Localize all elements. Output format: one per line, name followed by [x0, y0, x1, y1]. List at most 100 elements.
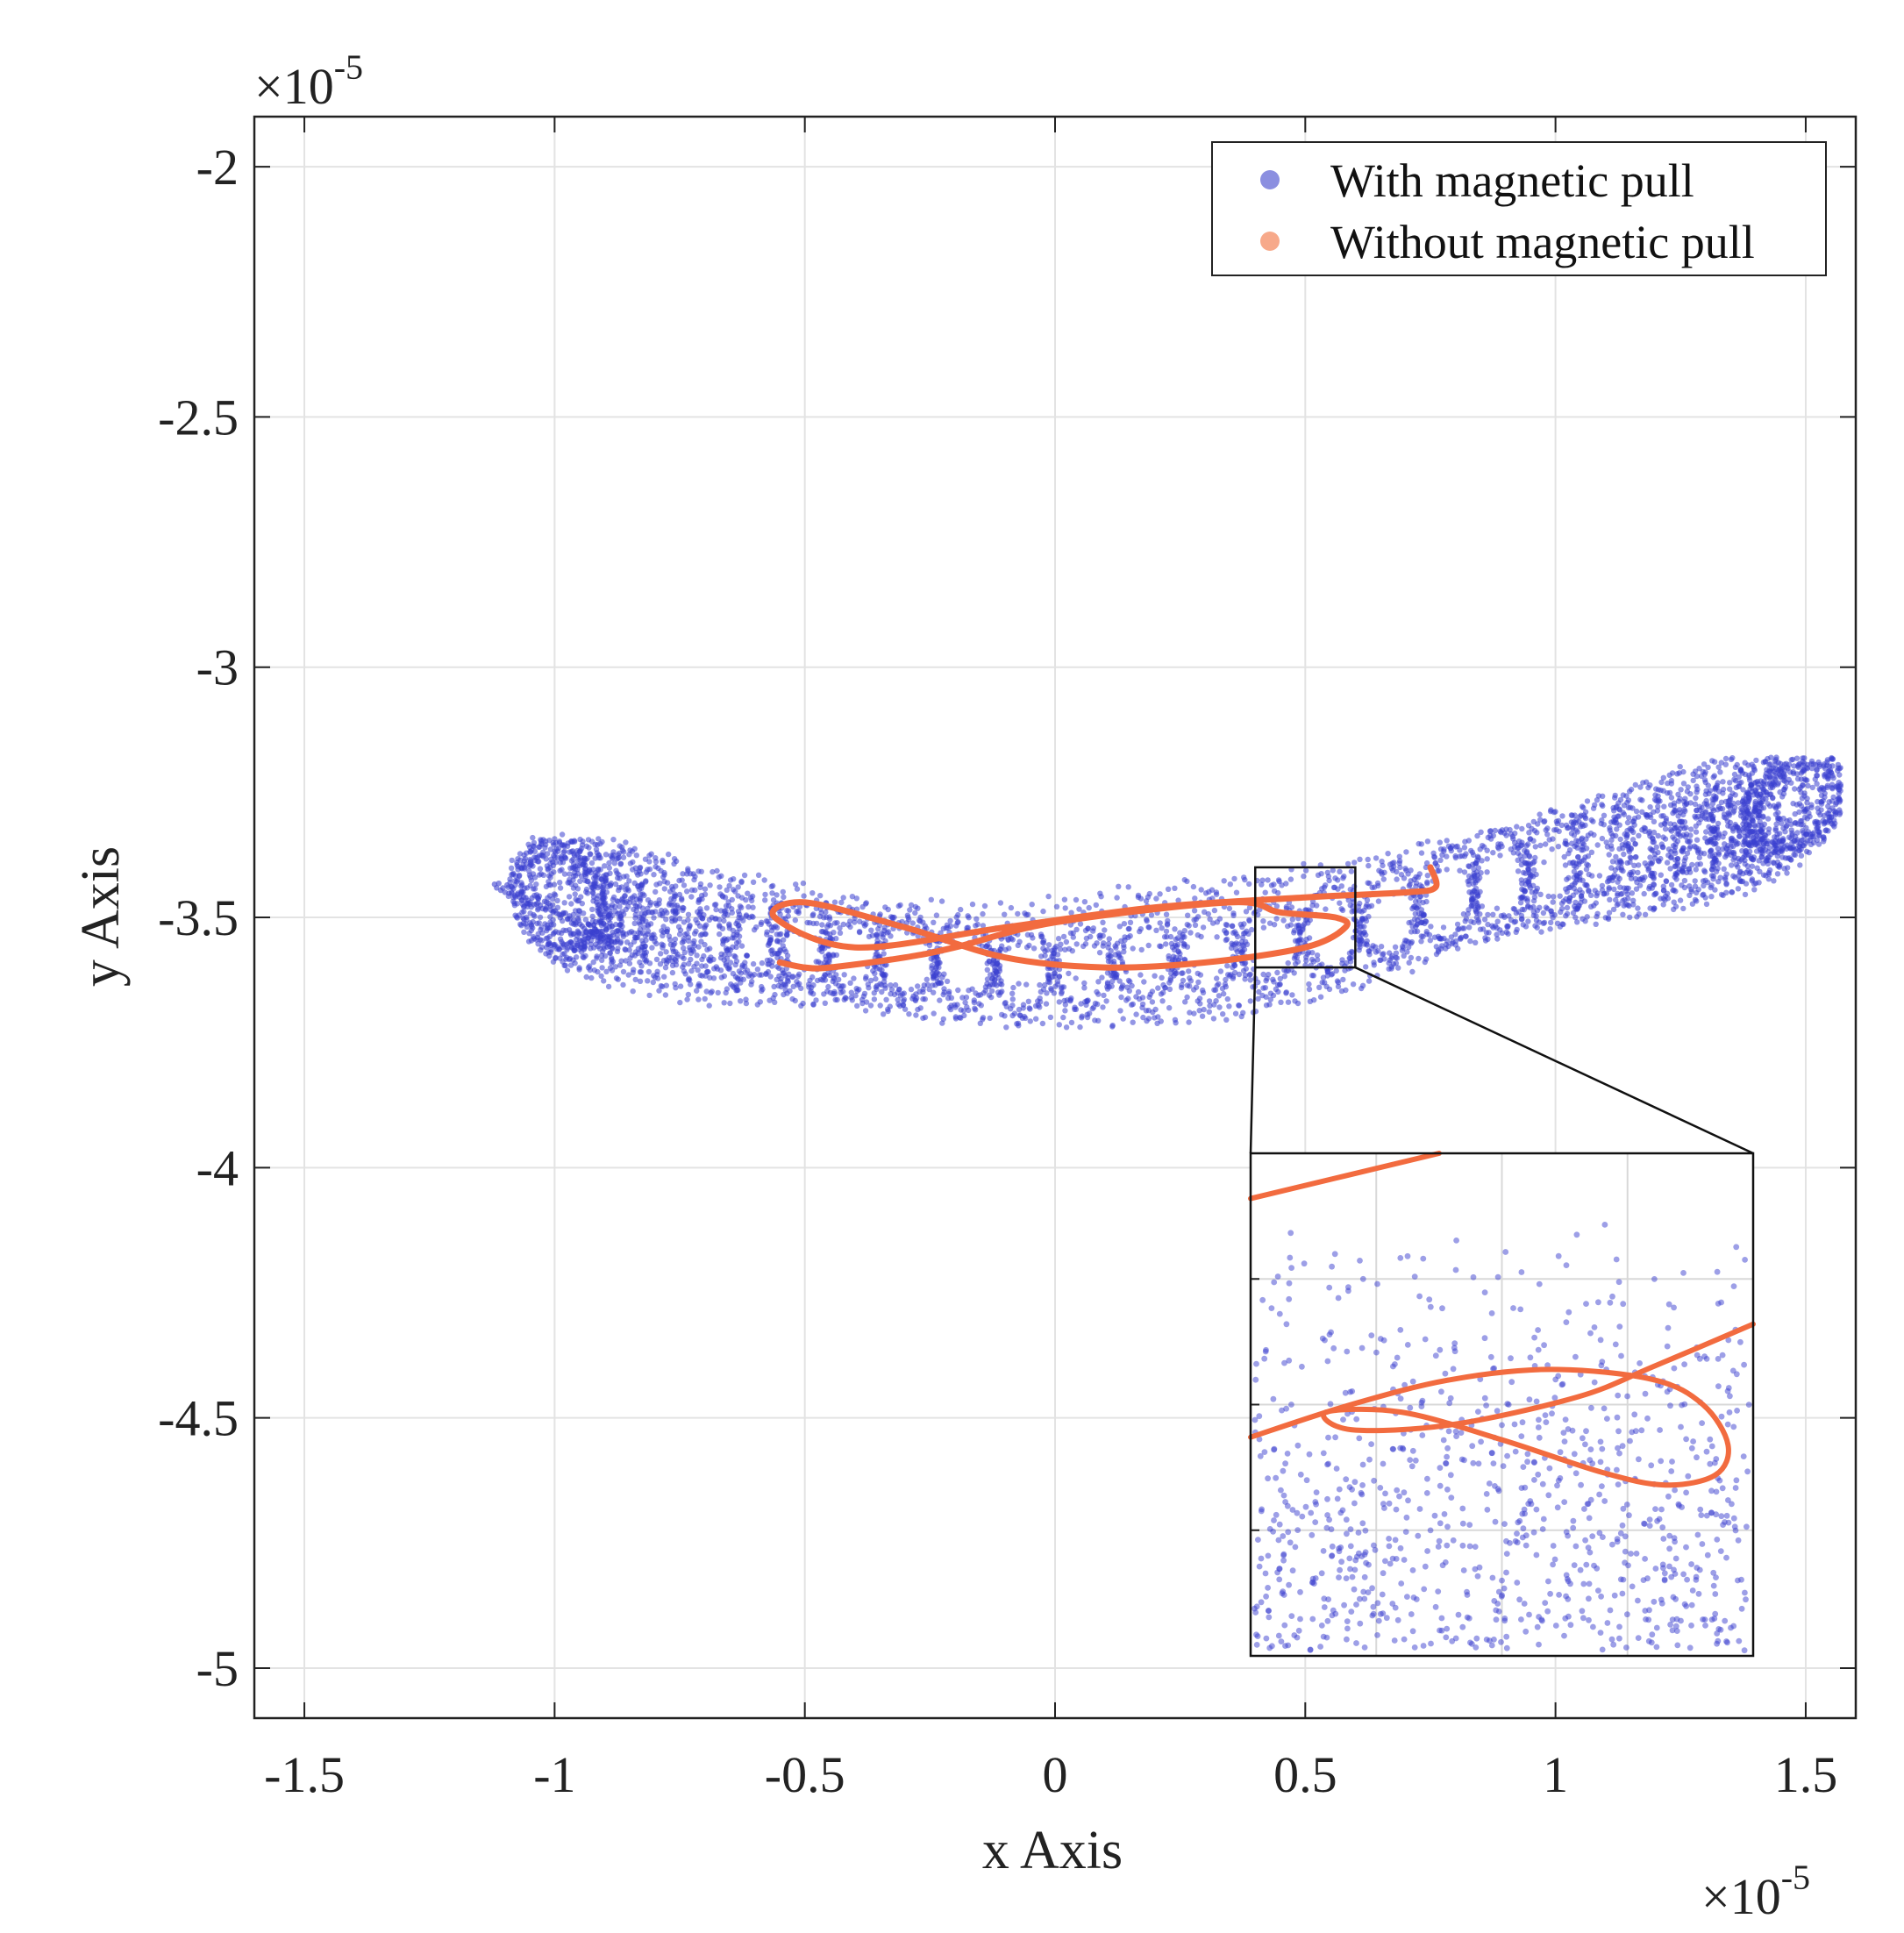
scatter-point: [1694, 813, 1701, 819]
scatter-point: [1760, 872, 1767, 878]
scatter-point: [1631, 862, 1637, 868]
scatter-point: [658, 951, 664, 957]
scatter-point: [660, 983, 666, 990]
scatter-point: [1511, 906, 1518, 912]
scatter-point: [1216, 993, 1223, 999]
scatter-point: [1514, 926, 1520, 933]
scatter-point: [1748, 828, 1755, 834]
scatter-point: [1416, 840, 1422, 847]
scatter-point: [881, 1011, 887, 1017]
scatter-point: [1778, 773, 1784, 779]
scatter-point: [1494, 931, 1500, 938]
scatter-point: [1109, 1023, 1116, 1029]
scatter-point: [798, 985, 804, 992]
scatter-point: [706, 917, 713, 924]
scatter-point: [1040, 908, 1046, 915]
scatter-point: [1766, 845, 1772, 851]
scatter-point: [1027, 1006, 1033, 1012]
scatter-point: [596, 938, 603, 945]
scatter-point: [1409, 905, 1416, 912]
scatter-point: [567, 849, 573, 855]
scatter-point: [1658, 779, 1665, 786]
scatter-point: [616, 850, 623, 857]
scatter-point: [543, 945, 550, 951]
scatter-point: [1516, 838, 1522, 845]
scatter-point: [1157, 891, 1163, 897]
scatter-point: [1723, 881, 1729, 888]
scatter-point: [901, 990, 908, 996]
scatter-point: [1729, 862, 1735, 868]
scatter-point: [768, 927, 775, 934]
scatter-point: [1777, 831, 1783, 837]
scatter-point: [1259, 881, 1265, 888]
scatter-point: [618, 958, 624, 964]
scatter-point: [559, 831, 566, 838]
scatter-point: [1148, 912, 1155, 918]
scatter-point: [661, 878, 667, 885]
scatter-point: [821, 991, 827, 997]
scatter-point: [1633, 886, 1640, 892]
scatter-point: [827, 972, 833, 979]
scatter-point: [1626, 815, 1632, 821]
scatter-point: [667, 937, 674, 943]
scatter-point: [721, 973, 728, 980]
scatter-point: [1715, 852, 1722, 858]
scatter-point: [820, 929, 826, 935]
scatter-point: [1646, 886, 1652, 892]
scatter-point: [1801, 809, 1808, 815]
scatter-point: [1023, 981, 1030, 988]
scatter-point: [1693, 867, 1700, 873]
scatter-point: [1187, 983, 1193, 989]
scatter-point: [1727, 824, 1734, 830]
scatter-point: [588, 974, 595, 981]
scatter-point: [693, 928, 699, 935]
scatter-point: [1116, 883, 1122, 889]
scatter-point: [1082, 927, 1089, 934]
scatter-point: [962, 999, 968, 1006]
scatter-point: [823, 956, 830, 963]
scatter-point: [955, 987, 961, 994]
scatter-point: [512, 878, 518, 884]
scatter-point: [1646, 830, 1652, 837]
scatter-point: [1610, 804, 1616, 811]
scatter-point: [1223, 976, 1229, 983]
scatter-point: [581, 938, 588, 945]
scatter-point: [691, 963, 697, 970]
scatter-point: [648, 851, 654, 857]
scatter-point: [739, 964, 745, 970]
scatter-point: [1814, 818, 1820, 824]
scatter-point: [1106, 936, 1113, 942]
scatter-point: [857, 918, 863, 924]
scatter-point: [1059, 984, 1066, 990]
scatter-point: [929, 962, 935, 969]
scatter-point: [1241, 874, 1247, 881]
scatter-point: [1525, 823, 1532, 829]
scatter-point: [1701, 761, 1708, 767]
scatter-point: [1561, 853, 1567, 860]
scatter-point: [1392, 944, 1399, 951]
scatter-point: [1829, 805, 1836, 811]
scatter-point: [1798, 776, 1805, 782]
scatter-point: [514, 915, 521, 921]
scatter-point: [1780, 825, 1786, 831]
scatter-point: [551, 881, 558, 888]
scatter-point: [1530, 867, 1537, 874]
scatter-point: [1615, 800, 1622, 806]
scatter-point: [1562, 862, 1569, 868]
scatter-point: [1707, 852, 1714, 860]
scatter-point: [1609, 859, 1616, 865]
scatter-point: [1790, 801, 1796, 807]
scatter-point: [1475, 865, 1482, 871]
scatter-point: [550, 862, 557, 868]
scatter-point: [896, 987, 902, 993]
scatter-point: [589, 906, 595, 913]
scatter-point: [1003, 1024, 1009, 1031]
scatter-point: [926, 986, 932, 993]
scatter-point: [1679, 882, 1685, 888]
scatter-point: [1145, 894, 1152, 900]
scatter-point: [1660, 883, 1667, 889]
scatter-point: [551, 922, 557, 928]
scatter-point: [1427, 938, 1434, 944]
scatter-point: [1124, 984, 1130, 990]
scatter-point: [1431, 854, 1438, 860]
